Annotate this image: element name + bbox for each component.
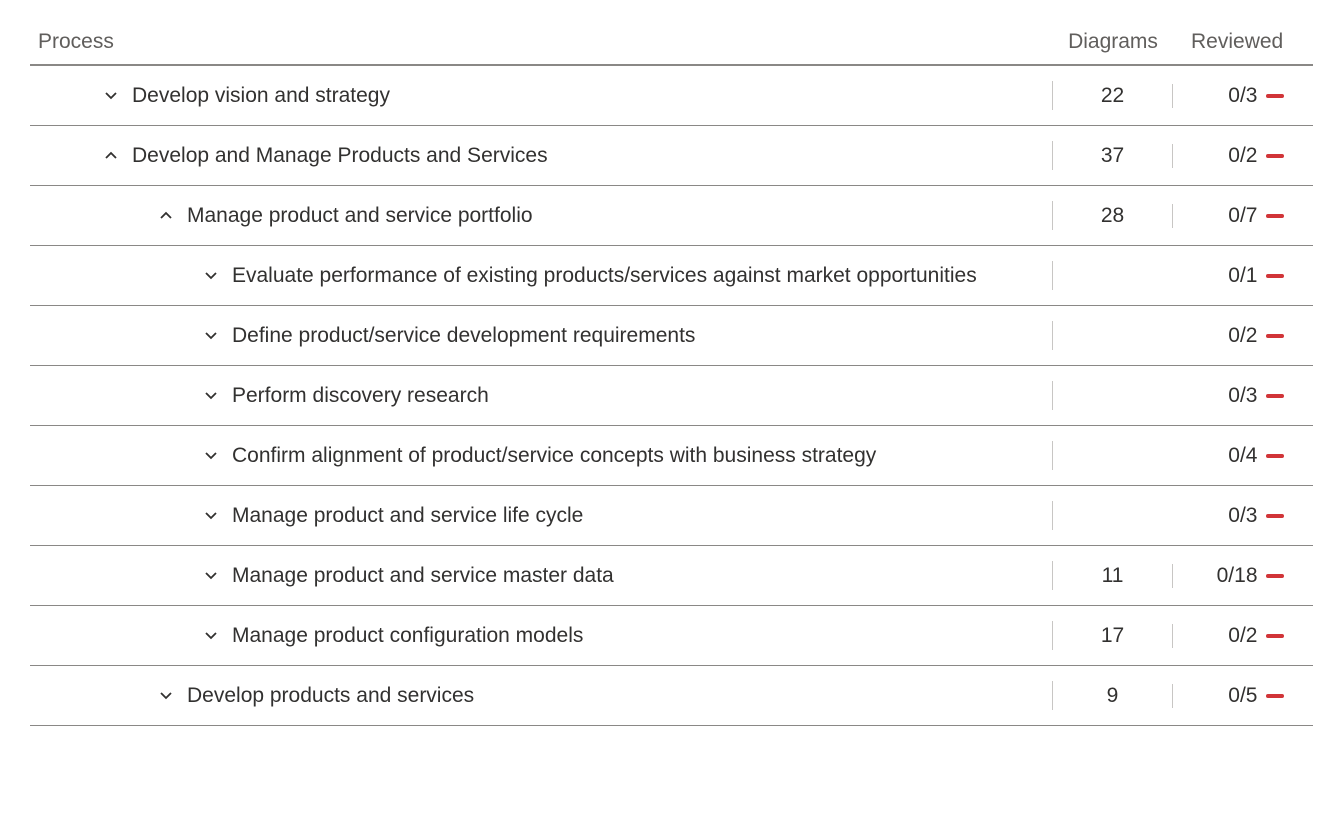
chevron-up-icon[interactable] (100, 144, 122, 166)
reviewed-value: 0/5 (1213, 684, 1258, 708)
reviewed-value: 0/3 (1213, 384, 1258, 408)
table-row[interactable]: Manage product and service life cycle 0/3 (30, 486, 1313, 546)
process-label: Develop vision and strategy (132, 81, 390, 110)
process-label: Manage product and service master data (232, 561, 614, 590)
reviewed-cell: 0/4 (1173, 444, 1313, 468)
table-row[interactable]: Develop vision and strategy 22 0/3 (30, 66, 1313, 126)
diagrams-cell: 28 (1053, 204, 1173, 228)
chevron-down-icon[interactable] (200, 264, 222, 286)
status-incomplete-icon (1266, 394, 1284, 398)
diagrams-cell: 37 (1053, 144, 1173, 168)
status-incomplete-icon (1266, 94, 1284, 98)
process-cell: Develop products and services (30, 681, 1053, 710)
chevron-down-icon[interactable] (200, 384, 222, 406)
process-cell: Develop vision and strategy (30, 81, 1053, 110)
reviewed-value: 0/4 (1213, 444, 1258, 468)
diagrams-cell: 11 (1053, 564, 1173, 588)
status-incomplete-icon (1266, 574, 1284, 578)
column-header-process[interactable]: Process (30, 30, 1053, 54)
process-cell: Define product/service development requi… (30, 321, 1053, 350)
process-cell: Evaluate performance of existing product… (30, 261, 1053, 290)
status-incomplete-icon (1266, 274, 1284, 278)
process-tree-table: Process Diagrams Reviewed Develop vision… (30, 20, 1313, 726)
status-incomplete-icon (1266, 634, 1284, 638)
table-row[interactable]: Develop and Manage Products and Services… (30, 126, 1313, 186)
chevron-down-icon[interactable] (200, 324, 222, 346)
chevron-down-icon[interactable] (200, 444, 222, 466)
reviewed-cell: 0/3 (1173, 84, 1313, 108)
status-incomplete-icon (1266, 454, 1284, 458)
process-label: Evaluate performance of existing product… (232, 261, 977, 290)
process-cell: Confirm alignment of product/service con… (30, 441, 1053, 470)
reviewed-cell: 0/3 (1173, 384, 1313, 408)
status-incomplete-icon (1266, 514, 1284, 518)
process-cell: Develop and Manage Products and Services (30, 141, 1053, 170)
chevron-down-icon[interactable] (200, 624, 222, 646)
reviewed-value: 0/2 (1213, 144, 1258, 168)
status-incomplete-icon (1266, 214, 1284, 218)
process-cell: Perform discovery research (30, 381, 1053, 410)
reviewed-value: 0/3 (1213, 84, 1258, 108)
process-cell: Manage product and service portfolio (30, 201, 1053, 230)
table-row[interactable]: Confirm alignment of product/service con… (30, 426, 1313, 486)
process-cell: Manage product and service life cycle (30, 501, 1053, 530)
table-header-row: Process Diagrams Reviewed (30, 20, 1313, 66)
chevron-down-icon[interactable] (155, 684, 177, 706)
reviewed-cell: 0/2 (1173, 144, 1313, 168)
table-row[interactable]: Define product/service development requi… (30, 306, 1313, 366)
table-row[interactable]: Manage product and service master data 11… (30, 546, 1313, 606)
chevron-down-icon[interactable] (100, 84, 122, 106)
reviewed-cell: 0/2 (1173, 324, 1313, 348)
table-row[interactable]: Manage product and service portfolio 28 0/… (30, 186, 1313, 246)
process-label: Define product/service development requi… (232, 321, 695, 350)
process-label: Confirm alignment of product/service con… (232, 441, 876, 470)
diagrams-cell: 9 (1053, 684, 1173, 708)
reviewed-value: 0/18 (1213, 564, 1258, 588)
process-label: Develop and Manage Products and Services (132, 141, 548, 170)
table-row[interactable]: Develop products and services 9 0/5 (30, 666, 1313, 726)
table-row[interactable]: Evaluate performance of existing product… (30, 246, 1313, 306)
reviewed-cell: 0/18 (1173, 564, 1313, 588)
reviewed-cell: 0/1 (1173, 264, 1313, 288)
process-label: Manage product and service life cycle (232, 501, 583, 530)
column-header-diagrams[interactable]: Diagrams (1053, 30, 1173, 54)
reviewed-value: 0/7 (1213, 204, 1258, 228)
reviewed-cell: 0/5 (1173, 684, 1313, 708)
chevron-up-icon[interactable] (155, 204, 177, 226)
status-incomplete-icon (1266, 334, 1284, 338)
process-label: Perform discovery research (232, 381, 489, 410)
process-label: Manage product and service portfolio (187, 201, 533, 230)
status-incomplete-icon (1266, 154, 1284, 158)
table-row[interactable]: Perform discovery research 0/3 (30, 366, 1313, 426)
reviewed-value: 0/2 (1213, 324, 1258, 348)
process-label: Develop products and services (187, 681, 474, 710)
chevron-down-icon[interactable] (200, 564, 222, 586)
process-cell: Manage product configuration models (30, 621, 1053, 650)
status-incomplete-icon (1266, 694, 1284, 698)
reviewed-cell: 0/7 (1173, 204, 1313, 228)
column-header-reviewed[interactable]: Reviewed (1173, 30, 1313, 54)
chevron-down-icon[interactable] (200, 504, 222, 526)
reviewed-value: 0/3 (1213, 504, 1258, 528)
reviewed-cell: 0/3 (1173, 504, 1313, 528)
diagrams-cell: 17 (1053, 624, 1173, 648)
table-body: Develop vision and strategy220/3Develop … (30, 66, 1313, 726)
reviewed-value: 0/1 (1213, 264, 1258, 288)
process-cell: Manage product and service master data (30, 561, 1053, 590)
reviewed-cell: 0/2 (1173, 624, 1313, 648)
process-label: Manage product configuration models (232, 621, 583, 650)
diagrams-cell: 22 (1053, 84, 1173, 108)
reviewed-value: 0/2 (1213, 624, 1258, 648)
table-row[interactable]: Manage product configuration models 17 0/2 (30, 606, 1313, 666)
